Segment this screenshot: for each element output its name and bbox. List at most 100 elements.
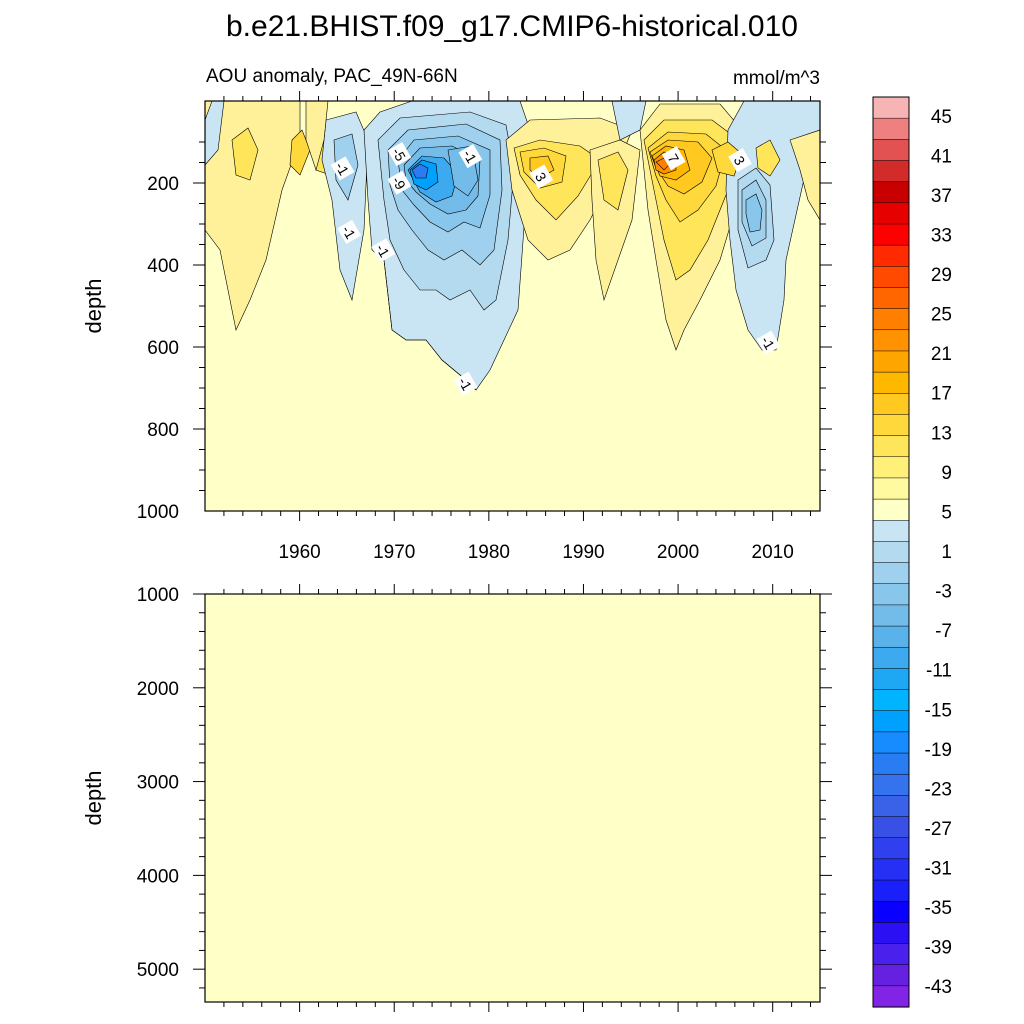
contour-label: -5	[387, 142, 412, 167]
colorbar-swatch	[872, 160, 910, 183]
colorbar-label: 21	[931, 344, 952, 365]
colorbar-swatch	[872, 498, 910, 521]
colorbar-frame	[872, 96, 910, 1008]
bottom-panel: 1000 2000 3000 4000 5000 depth	[81, 584, 832, 1012]
contour-label-box	[371, 238, 396, 263]
contour-label: -9	[387, 170, 412, 195]
contour-label: 7	[661, 146, 686, 171]
y-tick-label: 1000	[137, 585, 179, 606]
colorbar-label: 1	[941, 542, 952, 563]
anomaly-region	[205, 101, 301, 331]
colorbar-label: -3	[935, 582, 952, 603]
colorbar-swatch	[872, 541, 910, 564]
colorbar-label: -43	[925, 977, 952, 998]
colorbar-swatch	[872, 520, 910, 542]
anomaly-region	[597, 151, 629, 211]
colorbar-label: -23	[925, 779, 952, 800]
contour-label-box	[728, 148, 752, 173]
top-y-axis: 200 400 600 800 1000	[137, 141, 832, 523]
colorbar-swatch	[872, 985, 910, 1008]
contour-line	[383, 259, 477, 391]
colorbar-swatch	[872, 879, 910, 902]
top-y-axis-label: depth	[81, 278, 106, 333]
y-tick-label: 200	[147, 174, 179, 195]
colorbar-swatch	[872, 371, 910, 394]
contour-label-box	[387, 170, 412, 195]
colorbar-swatch	[872, 625, 910, 648]
colorbar-swatch	[872, 562, 910, 585]
x-tick-label: 1980	[468, 542, 510, 563]
bottom-x-axis	[223, 584, 812, 1012]
colorbar-label: -27	[925, 819, 952, 840]
colorbar-swatch	[872, 414, 910, 437]
contour-label-box	[529, 164, 554, 189]
contour-label: 3	[529, 164, 554, 189]
colorbar-label: 33	[931, 225, 952, 246]
colorbar-swatch	[872, 266, 910, 289]
colorbar-swatch	[872, 456, 910, 479]
colorbar-label: 29	[931, 265, 952, 286]
colorbar-swatch	[872, 96, 910, 119]
y-tick-label: 600	[147, 338, 179, 359]
colorbar-swatch	[872, 117, 910, 140]
colorbar-swatch	[872, 943, 910, 966]
contour-label-box	[661, 146, 686, 171]
colorbar-swatch	[872, 837, 910, 860]
contour-label: -1	[330, 156, 355, 181]
contour-label: -1	[453, 371, 478, 396]
colorbar-swatch	[872, 646, 910, 669]
contour-label: -1	[458, 144, 483, 169]
x-tick-label: 1990	[562, 542, 604, 563]
x-tick-label: 2000	[657, 542, 699, 563]
x-tick-label: 2010	[752, 542, 794, 563]
contour-label-box	[756, 330, 781, 355]
top-panel: -1 -5 -9 -1 -1 -1 3 7 3 -1 -1 1960 1970 1980 1990 2000…	[81, 91, 832, 563]
colorbar-swatch	[872, 752, 910, 775]
anomaly-region	[231, 127, 259, 181]
colorbar-swatch	[872, 900, 910, 923]
colorbar-swatch	[872, 795, 910, 818]
colorbar-swatch	[872, 773, 910, 796]
chart-title: b.e21.BHIST.f09_g17.CMIP6-historical.010	[226, 10, 798, 43]
anomaly-region	[745, 193, 763, 233]
contour-label-box	[453, 371, 478, 396]
colorbar-label: 13	[931, 423, 952, 444]
anomaly-region	[205, 101, 225, 166]
colorbar-swatch	[872, 583, 910, 606]
colorbar-label: 5	[941, 502, 952, 523]
anomaly-region	[411, 163, 429, 179]
contour-label-box	[387, 142, 412, 167]
anomaly-region	[289, 129, 311, 176]
bottom-y-axis-label: depth	[81, 770, 106, 825]
colorbar-label: 37	[931, 186, 952, 207]
colorbar-label: -15	[925, 700, 952, 721]
contour-label-box	[337, 219, 362, 244]
anomaly-region	[755, 139, 781, 177]
colorbar-label: 41	[931, 146, 952, 167]
colorbar-swatch	[872, 329, 910, 352]
y-tick-label: 2000	[137, 679, 179, 700]
colorbar-swatch	[872, 244, 910, 267]
contour-labels: -1 -5 -9 -1 -1 -1 3 7 3 -1 -1	[330, 142, 781, 396]
bottom-y-axis: 1000 2000 3000 4000 5000	[137, 585, 832, 989]
colorbar-swatch	[872, 964, 910, 987]
y-tick-label: 3000	[137, 773, 179, 794]
colorbar-swatch	[872, 223, 910, 246]
colorbar-label: 25	[931, 305, 952, 326]
colorbar-swatch	[872, 604, 910, 627]
colorbar-swatch	[872, 477, 910, 500]
chart-units-label: mmol/m^3	[733, 68, 820, 89]
colorbar-label: -11	[926, 661, 952, 682]
bottom-panel-background	[205, 594, 820, 1002]
colorbar-swatch	[872, 689, 910, 712]
contour-label: -1	[756, 330, 781, 355]
colorbar-swatch	[872, 731, 910, 754]
y-tick-label: 400	[147, 256, 179, 277]
colorbar-swatch	[872, 181, 910, 204]
contour-label: -1	[337, 219, 362, 244]
colorbar-label: -39	[925, 938, 952, 959]
y-tick-label: 5000	[137, 960, 179, 981]
top-x-axis: 1960 1970 1980 1990 2000 2010	[223, 91, 812, 563]
colorbar-swatch	[872, 393, 910, 415]
